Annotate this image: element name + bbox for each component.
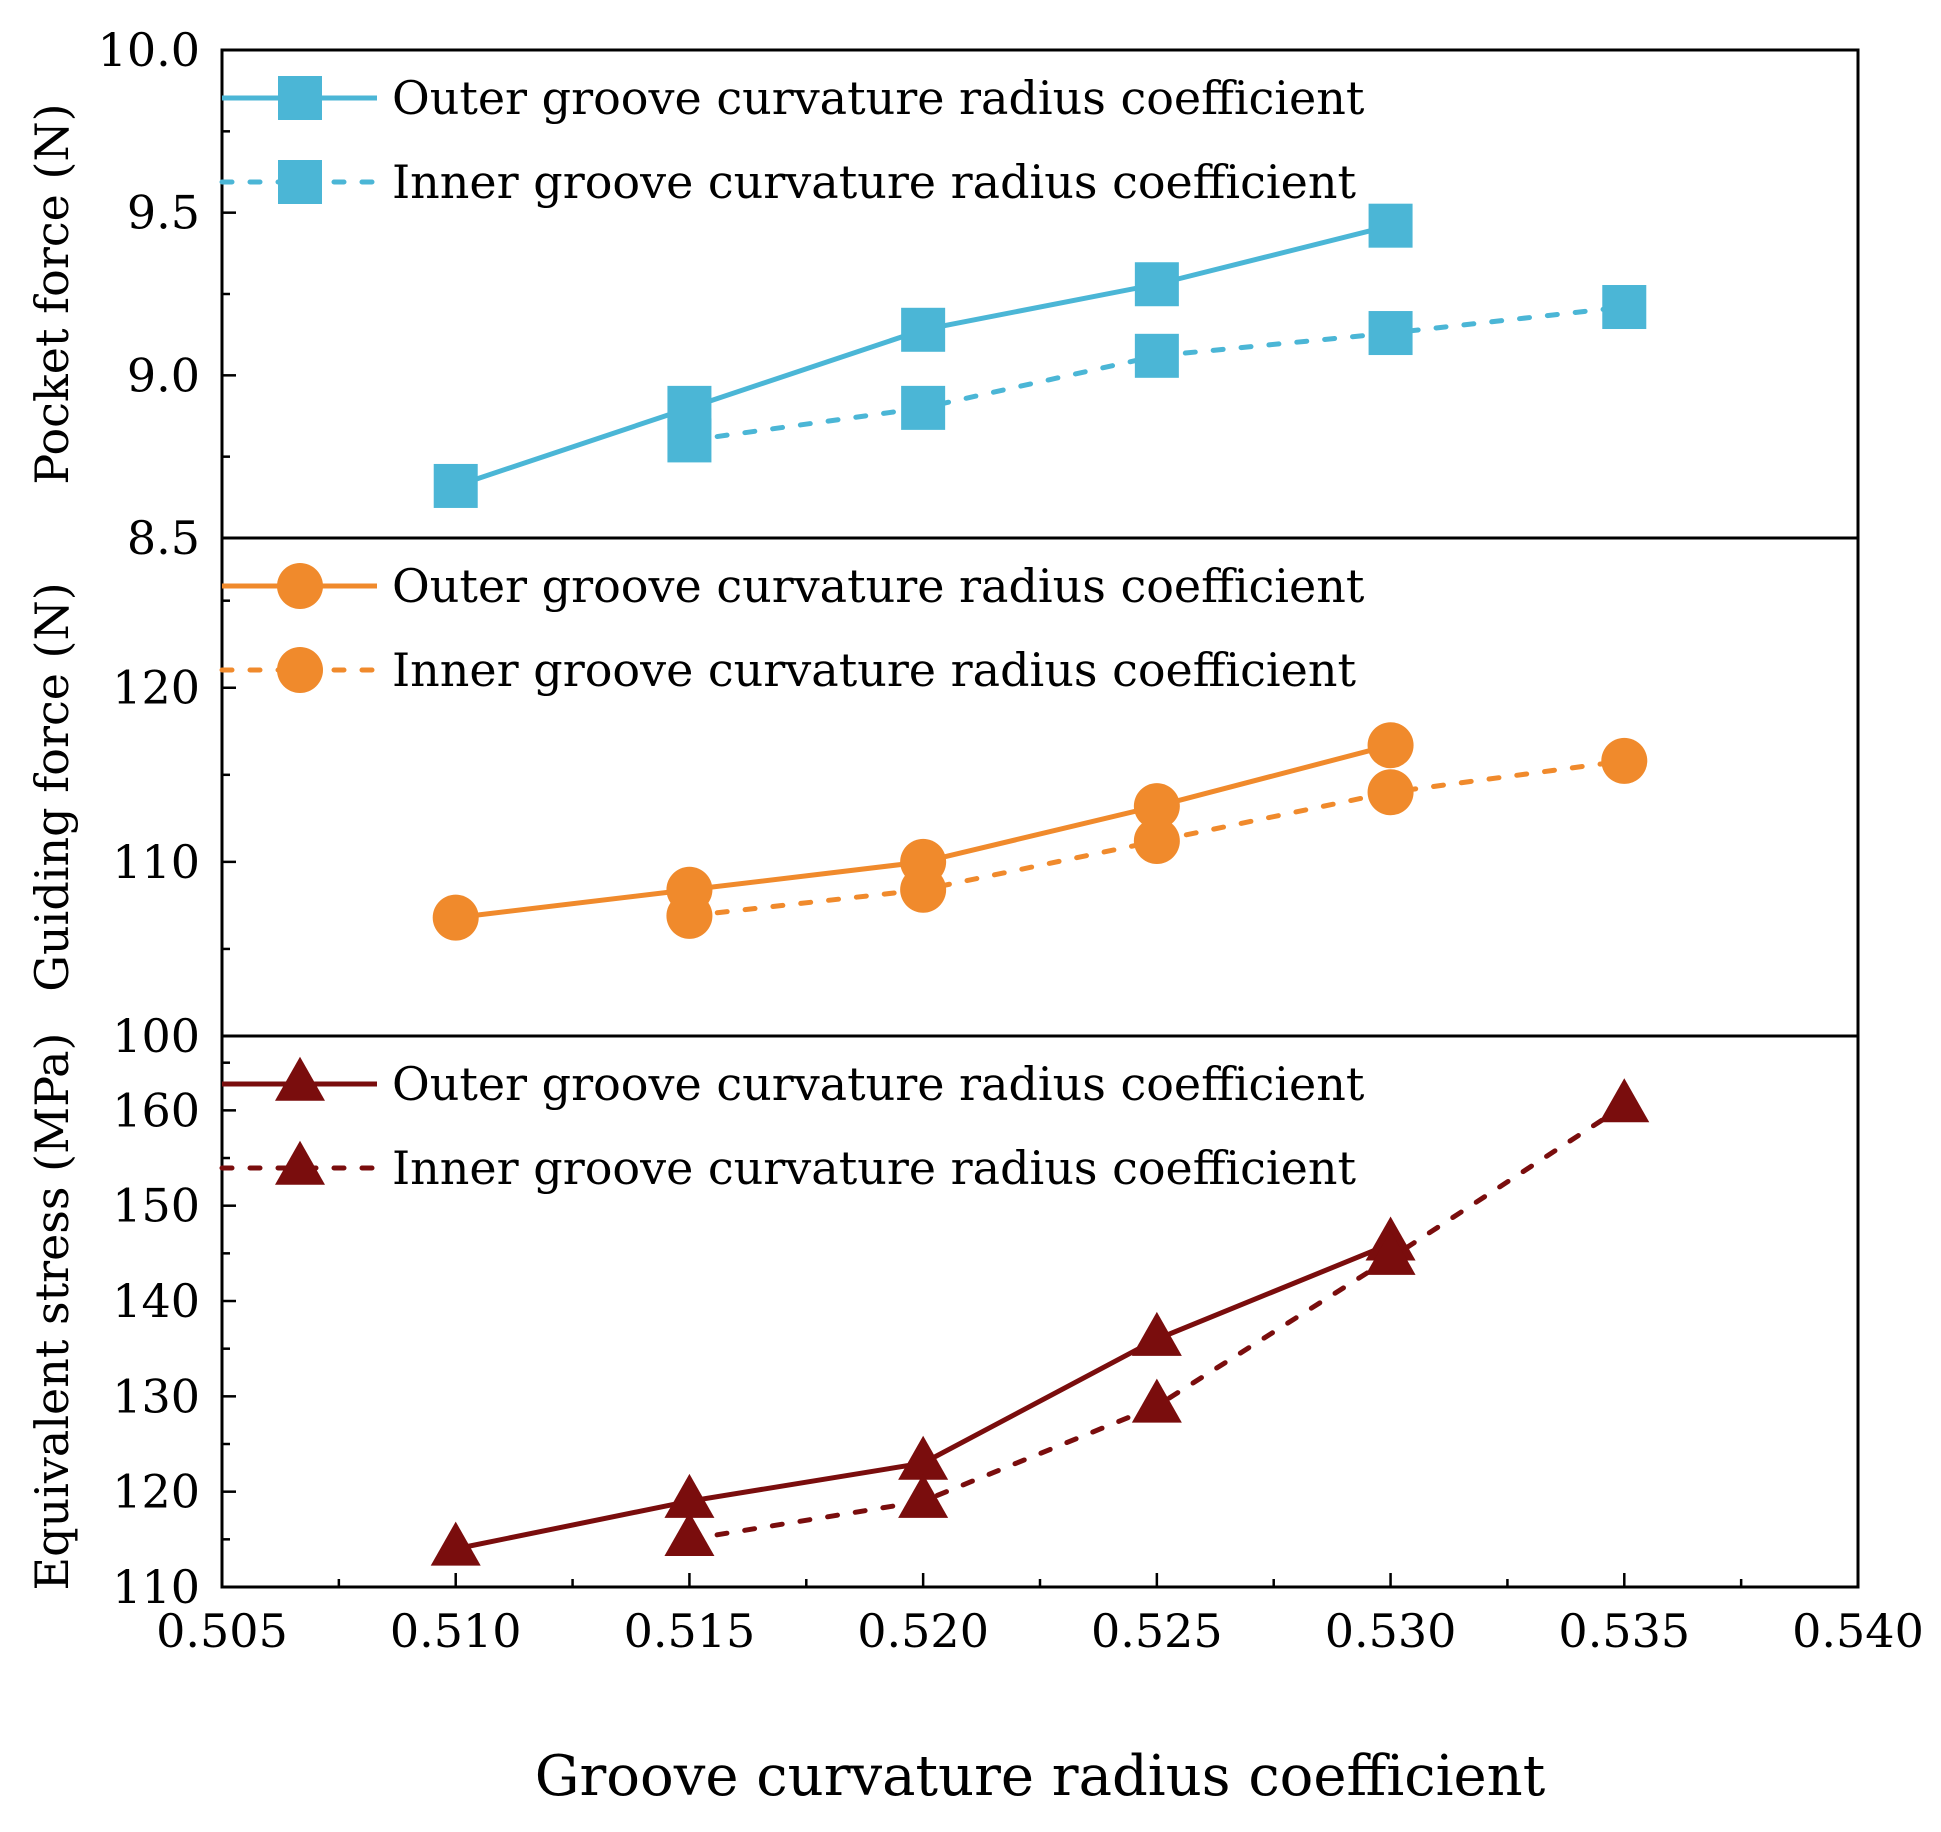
y-axis-title: Guiding force (N)	[25, 582, 79, 991]
data-point	[1131, 1378, 1182, 1423]
panel-2: 100 110 120 Guiding force (N) Outer groove c…	[25, 536, 1860, 1063]
y-tick-label: 130	[112, 1369, 200, 1423]
x-tick-label: 0.535	[1558, 1604, 1690, 1658]
data-point	[900, 866, 947, 913]
data-point	[432, 894, 479, 941]
x-tick-label: 0.540	[1792, 1604, 1924, 1658]
y-tick-label: 140	[112, 1274, 200, 1328]
data-point	[433, 463, 478, 508]
data-point	[1134, 333, 1179, 378]
data-point	[1367, 722, 1414, 769]
data-point	[1133, 783, 1180, 830]
legend-marker	[277, 647, 323, 693]
legend-marker	[275, 1056, 325, 1101]
y-tick-label: 9.0	[127, 348, 200, 402]
series-inner	[664, 1078, 1650, 1557]
legend-label: Inner groove curvature radius coefficien…	[392, 1141, 1356, 1195]
x-tick-label: 0.530	[1325, 1604, 1457, 1658]
legend: Outer groove curvature radius coefficien…	[219, 559, 1365, 697]
y-tick-label: 8.5	[127, 511, 200, 565]
x-tick-label: 0.510	[390, 1604, 522, 1658]
x-axis: 0.505 0.510 0.515 0.520 0.525 0.530 0.535 0.540	[156, 1573, 1924, 1658]
data-point	[1134, 262, 1179, 307]
legend-label: Outer groove curvature radius coefficien…	[392, 71, 1365, 125]
y-axis-title: Pocket force (N)	[25, 103, 79, 484]
data-point	[1602, 285, 1647, 330]
y-tick-label: 110	[112, 1560, 200, 1614]
series-inner	[667, 285, 1647, 463]
panels-layer: 8.5 9.0 9.5 10.0 Pocket force (N) Outer groov…	[25, 23, 1860, 1614]
y-tick-label: 120	[112, 1465, 200, 1519]
legend-marker	[278, 76, 322, 120]
data-point	[898, 1473, 949, 1518]
x-axis-title: Groove curvature radius coefficient	[535, 1744, 1546, 1809]
data-point	[1365, 1230, 1416, 1275]
y-tick-label: 120	[112, 661, 200, 715]
series-outer	[433, 203, 1413, 508]
data-point	[430, 1521, 481, 1566]
legend-label: Outer groove curvature radius coefficien…	[392, 1057, 1365, 1111]
x-tick-label: 0.525	[1091, 1604, 1223, 1658]
legend-label: Inner groove curvature radius coefficien…	[392, 643, 1356, 697]
data-point	[1599, 1078, 1650, 1123]
data-point	[901, 307, 946, 352]
data-point	[666, 892, 713, 939]
data-point	[667, 418, 712, 463]
panel-3: 110 120 130 140 150 160 Equivalent stress (MPa…	[25, 1033, 1860, 1614]
data-point	[1368, 311, 1413, 356]
series-inner	[666, 737, 1648, 939]
y-axis-title: Equivalent stress (MPa)	[25, 1033, 79, 1591]
data-point	[898, 1435, 949, 1480]
data-point	[1368, 203, 1413, 248]
data-point	[664, 1473, 715, 1518]
panel-1: 8.5 9.0 9.5 10.0 Pocket force (N) Outer groov…	[25, 23, 1860, 565]
x-tick-label: 0.520	[857, 1604, 989, 1658]
y-tick-label: 160	[112, 1083, 200, 1137]
data-point	[1133, 817, 1180, 864]
legend: Outer groove curvature radius coefficien…	[219, 71, 1365, 209]
legend-label: Outer groove curvature radius coefficien…	[392, 559, 1365, 613]
data-point	[901, 385, 946, 430]
y-tick-label: 10.0	[98, 23, 200, 77]
legend-marker	[275, 1140, 325, 1185]
y-tick-label: 150	[112, 1179, 200, 1233]
data-point	[664, 1512, 715, 1557]
y-tick-label: 100	[112, 1009, 200, 1063]
legend-marker	[277, 563, 323, 609]
x-tick-label: 0.515	[624, 1604, 756, 1658]
legend-label: Inner groove curvature radius coefficien…	[392, 155, 1356, 209]
legend: Outer groove curvature radius coefficien…	[219, 1056, 1365, 1195]
x-tick-label: 0.505	[156, 1604, 288, 1658]
y-tick-label: 110	[112, 835, 200, 889]
data-point	[1601, 737, 1648, 784]
data-point	[1367, 769, 1414, 816]
legend-marker	[278, 160, 322, 204]
series-line	[454, 223, 1392, 489]
y-tick-label: 9.5	[127, 186, 200, 240]
data-point	[1131, 1311, 1182, 1356]
